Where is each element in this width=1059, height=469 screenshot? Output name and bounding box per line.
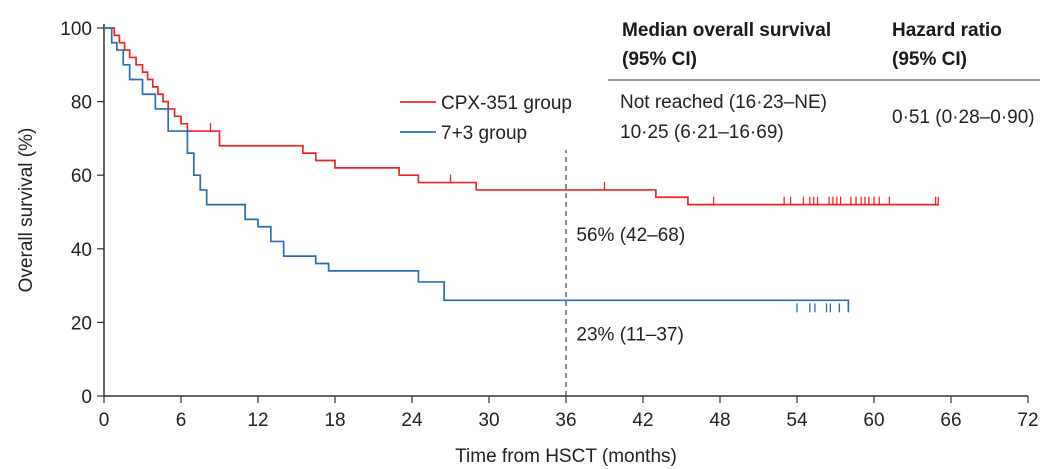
x-tick-label-36: 36 (555, 410, 576, 431)
stats-table: Median overall survival (95% CI) Hazard … (608, 20, 1040, 143)
x-tick-label-54: 54 (786, 410, 808, 431)
x-tick-label-0: 0 (99, 410, 110, 431)
x-tick-label-12: 12 (247, 410, 268, 431)
x-tick-label-48: 48 (709, 410, 730, 431)
table-header-hr-line1: Hazard ratio (892, 20, 1002, 41)
table-header-median-line1: Median overall survival (622, 20, 831, 41)
ticks: 0 6 12 18 24 30 36 42 48 54 60 66 72 0 20 40 60 80 100 (60, 19, 1038, 431)
table-cell-median-7plus3: 10·25 (6·21–16·69) (620, 122, 784, 143)
censor-marks (209, 123, 939, 313)
y-axis-title: Overall survival (%) (16, 128, 37, 293)
y-tick-label-20: 20 (71, 313, 92, 334)
curve-7-plus-3 (104, 27, 850, 312)
x-tick-label-30: 30 (478, 410, 499, 431)
x-tick-label-66: 66 (940, 410, 961, 431)
x-tick-label-42: 42 (632, 410, 653, 431)
annotation-cpx: 56% (42–68) (576, 225, 685, 246)
y-tick-label-60: 60 (71, 166, 92, 187)
x-tick-label-18: 18 (324, 410, 345, 431)
table-cell-median-cpx: Not reached (16·23–NE) (620, 92, 827, 113)
x-axis-title: Time from HSCT (months) (455, 446, 677, 467)
y-tick-label-40: 40 (71, 240, 92, 261)
table-header-median-line2: (95% CI) (622, 49, 697, 70)
x-tick-label-60: 60 (863, 410, 884, 431)
curve-cpx-351 (104, 27, 939, 206)
legend-label-cpx: CPX-351 group (441, 93, 572, 114)
legend-label-7plus3: 7+3 group (441, 123, 527, 144)
table-cell-hazard-ratio: 0·51 (0·28–0·90) (892, 107, 1035, 128)
y-tick-label-80: 80 (71, 93, 92, 114)
x-tick-label-6: 6 (176, 410, 187, 431)
y-tick-label-100: 100 (60, 19, 92, 40)
x-tick-label-24: 24 (401, 410, 423, 431)
table-header-hr-line2: (95% CI) (892, 49, 967, 70)
survival-curves (104, 27, 939, 312)
legend: CPX-351 group 7+3 group (400, 93, 572, 144)
annotation-7plus3: 23% (11–37) (576, 324, 683, 345)
x-tick-label-72: 72 (1017, 410, 1038, 431)
y-tick-label-0: 0 (81, 387, 92, 408)
